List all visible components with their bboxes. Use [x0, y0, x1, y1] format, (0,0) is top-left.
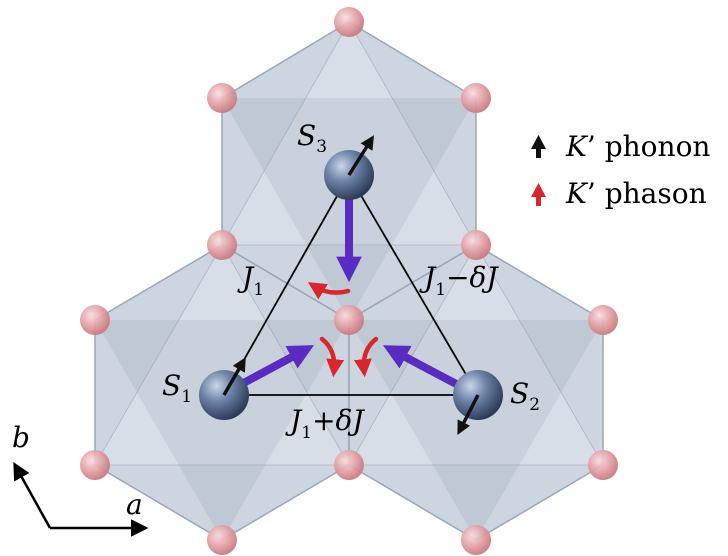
- red-arrow-top: [307, 282, 351, 300]
- bond-label-right: J1−δJ: [419, 261, 499, 300]
- black-arrow-s3: [347, 135, 374, 176]
- phason-arrows: [307, 282, 379, 378]
- legend: K’ phonon K’ phason: [531, 130, 710, 210]
- ligand-atom: [461, 525, 491, 555]
- phonon-arrows: [222, 135, 480, 435]
- facet-right-dark: [349, 320, 603, 540]
- site-label-s1: S1: [162, 369, 192, 407]
- red-arrow-left: [319, 336, 345, 378]
- purple-arrow-s2: [382, 345, 462, 390]
- black-arrow-s2: [457, 394, 480, 435]
- ligand-atom: [461, 230, 491, 260]
- legend-phason-label: K’ phason: [565, 177, 707, 210]
- red-arrow-right: [353, 336, 379, 378]
- ligand-atom: [80, 450, 110, 480]
- ligand-atom: [334, 7, 364, 37]
- purple-arrow-s1: [236, 345, 315, 390]
- ligand-atom: [588, 305, 618, 335]
- ligand-atom: [588, 450, 618, 480]
- bond-label-left: J1: [237, 261, 264, 300]
- site-labels: S3 S1 S2: [162, 119, 540, 415]
- ligand-atom: [80, 305, 110, 335]
- bond-labels: J1 J1−δJ J1+δJ: [237, 261, 499, 443]
- axis-b-label: b: [12, 421, 30, 454]
- phason-arrow-icon: [531, 183, 546, 206]
- facet-right: [348, 244, 604, 466]
- ligand-atoms: [80, 7, 618, 555]
- site-label-s3: S3: [297, 119, 327, 157]
- ligand-atom: [207, 230, 237, 260]
- axes-indicator: a b: [12, 421, 149, 537]
- bond-label-bottom: J1+δJ: [285, 404, 365, 443]
- ligand-atom: [461, 83, 491, 113]
- ligand-atom: [334, 305, 364, 335]
- ligand-atom: [334, 450, 364, 480]
- facet-left-dark: [95, 320, 349, 540]
- black-arrow-s1: [222, 357, 246, 396]
- ligand-atom: [207, 525, 237, 555]
- axis-a-label: a: [126, 488, 143, 521]
- phonon-arrow-icon: [531, 135, 546, 158]
- legend-phonon-label: K’ phonon: [565, 130, 710, 163]
- ligand-atom: [207, 83, 237, 113]
- bond-arrows: [236, 190, 462, 390]
- bond-line-right: [348, 174, 479, 396]
- site-label-s2: S2: [510, 377, 540, 415]
- axis-b-arrow: [13, 461, 52, 529]
